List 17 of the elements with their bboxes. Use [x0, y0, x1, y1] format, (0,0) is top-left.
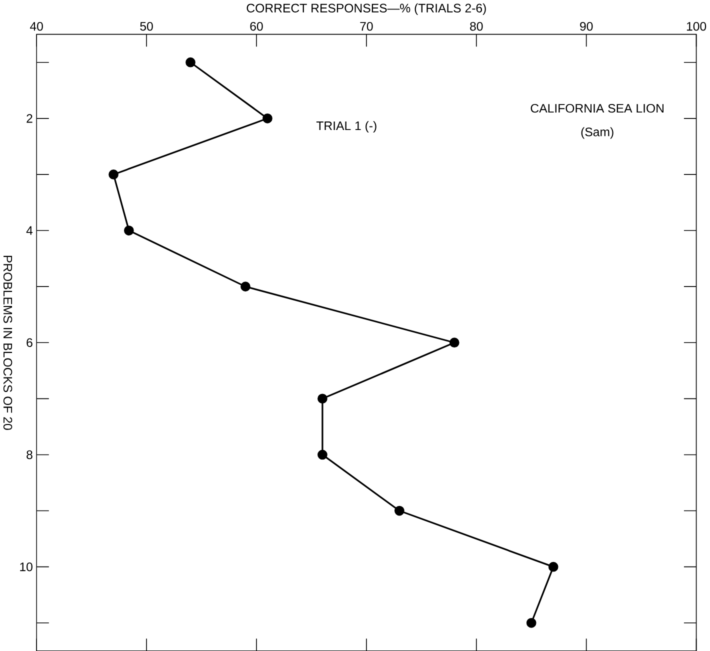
y-axis-title: PROBLEMS IN BLOCKS OF 20	[3, 256, 12, 430]
y-tick-label: 8	[26, 450, 32, 459]
x-tick-label: 60	[250, 22, 263, 31]
annotation: CALIFORNIA SEA LION	[530, 104, 664, 113]
x-tick-label: 40	[30, 22, 43, 31]
x-tick-label: 90	[580, 22, 593, 31]
annotation: (Sam)	[581, 127, 614, 139]
x-tick-label: 80	[470, 22, 483, 31]
annotation: TRIAL 1 (-)	[316, 120, 376, 132]
y-tick-label: 6	[26, 338, 32, 347]
x-tick-label: 50	[140, 22, 153, 31]
x-tick-label: 100	[686, 22, 706, 31]
y-tick-label: 4	[26, 226, 33, 235]
y-tick-label: 2	[26, 114, 32, 123]
x-axis-title: CORRECT RESPONSES—% (TRIALS 2-6)	[246, 3, 486, 15]
x-tick-label: 70	[360, 22, 373, 31]
y-tick-label: 10	[20, 562, 32, 572]
